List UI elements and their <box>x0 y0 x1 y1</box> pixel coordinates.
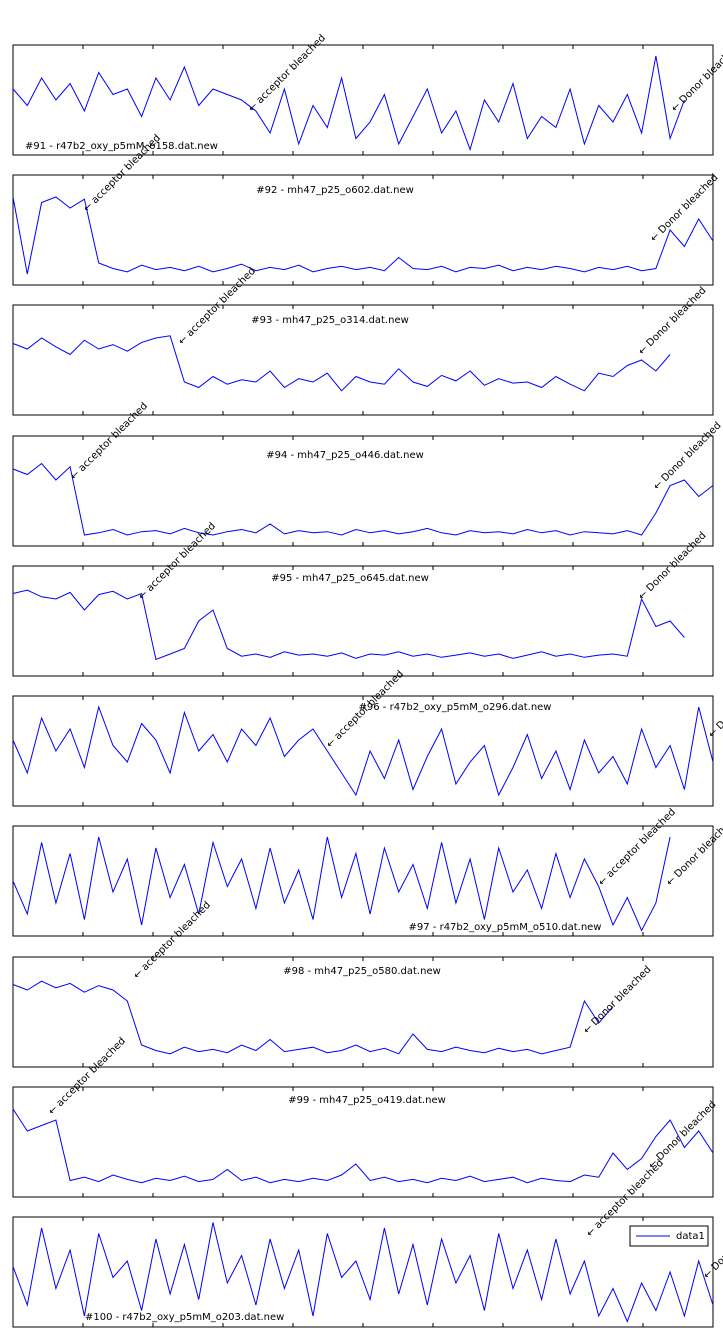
trace <box>12 1108 714 1184</box>
axes-box <box>12 1086 714 1198</box>
panel-title: #97 - r47b2_oxy_p5mM_o510.dat.new <box>409 922 602 933</box>
panel-title: #99 - mh47_p25_o419.dat.new <box>288 1095 446 1106</box>
trace <box>12 589 685 661</box>
axes-box <box>12 304 714 416</box>
panel-title: #94 - mh47_p25_o446.dat.new <box>266 450 424 461</box>
legend-label: data1 <box>676 1231 705 1242</box>
panel-title: #95 - mh47_p25_o645.dat.new <box>271 573 429 584</box>
trace <box>12 335 671 392</box>
trace <box>12 980 614 1055</box>
panel-title: #98 - mh47_p25_o580.dat.new <box>283 966 441 977</box>
axes-box <box>12 565 714 677</box>
trace <box>12 836 671 932</box>
trace <box>12 196 714 275</box>
trace <box>12 55 685 152</box>
trace <box>12 462 714 536</box>
panel-title: #92 - mh47_p25_o602.dat.new <box>256 185 414 196</box>
trace <box>12 705 714 797</box>
axes-box <box>12 44 714 156</box>
panel-title: #96 - r47b2_oxy_p5mM_o296.dat.new <box>359 702 552 713</box>
axes-box <box>12 695 714 807</box>
panel-title: #93 - mh47_p25_o314.dat.new <box>251 315 409 326</box>
legend: data1 <box>629 1225 709 1247</box>
axes-box <box>12 435 714 547</box>
panel-title: #91 - r47b2_oxy_p5mM_o158.dat.new <box>25 141 218 152</box>
panel-title: #100 - r47b2_oxy_p5mM_o203.dat.new <box>85 1312 284 1323</box>
trace <box>12 1222 714 1323</box>
